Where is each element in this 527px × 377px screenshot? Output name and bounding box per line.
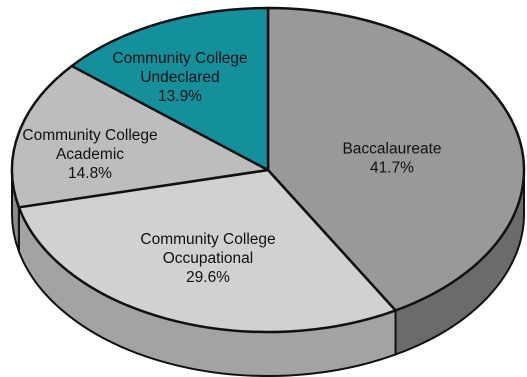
- slice-name-label: Undeclared: [140, 69, 219, 86]
- slice-name-label: Community College: [112, 50, 247, 67]
- pie-slice-2: [10, 64, 270, 209]
- slice-value-label: 14.8%: [68, 165, 112, 182]
- pie-labels: Baccalaureate 41.7% Community College Occup…: [22, 50, 441, 286]
- slice-label-1: Community College Occupational 29.6%: [140, 231, 275, 286]
- slice-name-label: Community College: [22, 127, 157, 144]
- pie-slice-0: [266, 6, 526, 312]
- slice-name-label: Community College: [140, 231, 275, 248]
- pie-slice-3: [70, 6, 270, 172]
- slice-value-label: 41.7%: [370, 160, 414, 177]
- slice-label-3: Community College Undeclared 13.9%: [112, 50, 247, 105]
- slice-label-0: Baccalaureate 41.7%: [342, 141, 441, 177]
- slice-name-label: Baccalaureate: [342, 141, 441, 158]
- pie-top-faces: [10, 6, 526, 334]
- slice-name-label: Occupational: [163, 250, 253, 267]
- slice-name-label: Academic: [56, 146, 124, 163]
- slice-value-label: 13.9%: [158, 88, 202, 105]
- slice-value-label: 29.6%: [186, 269, 230, 286]
- pie-slice-1: [17, 168, 397, 334]
- slice-label-2: Community College Academic 14.8%: [22, 127, 157, 182]
